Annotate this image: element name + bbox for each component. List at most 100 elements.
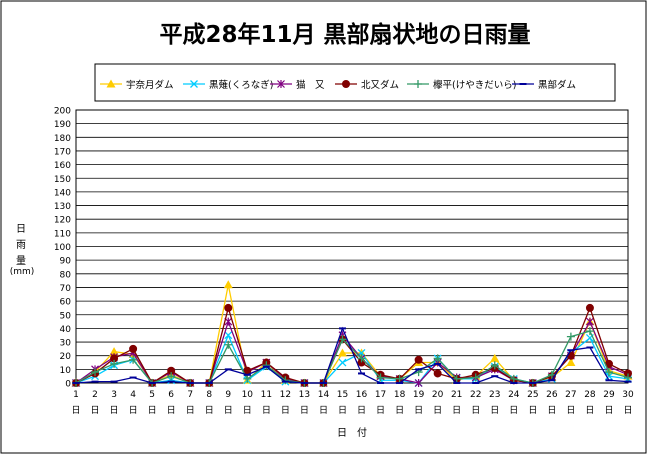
- y-tick-label: 60: [60, 298, 72, 308]
- x-tick-label: 21: [451, 390, 462, 400]
- data-point: [624, 369, 632, 378]
- data-point: [586, 317, 594, 326]
- x-tick-suffix: 日: [490, 405, 499, 416]
- x-tick-label: 19: [413, 390, 425, 400]
- x-tick-label: 7: [187, 390, 193, 400]
- data-point: [223, 280, 233, 289]
- data-point: [566, 332, 575, 341]
- x-tick-suffix: 日: [376, 405, 385, 416]
- legend: 宇奈月ダム 黒薙(くろなぎ) 猫 又 北又ダム 欅平(けやきだいら) 黒部ダム: [94, 63, 616, 102]
- series-group: [71, 280, 633, 387]
- x-tick-suffix: 日: [604, 405, 613, 416]
- x-tick-suffix: 日: [129, 405, 138, 416]
- data-point: [433, 354, 442, 363]
- x-tick-label: 1: [73, 390, 79, 400]
- x-tick-label: 25: [527, 390, 538, 400]
- x-tick-suffix: 日: [91, 405, 100, 416]
- x-tick-suffix: 日: [243, 405, 252, 416]
- x-tick-label: 30: [622, 390, 634, 400]
- x-tick-suffix: 日: [433, 405, 442, 416]
- x-tick-label: 6: [168, 390, 174, 400]
- x-tick-suffix: 日: [167, 405, 176, 416]
- data-point: [357, 354, 366, 363]
- legend-marker: [106, 79, 116, 88]
- data-point: [167, 372, 176, 381]
- x-tick-suffix: 日: [186, 405, 195, 416]
- y-tick-label: 100: [54, 243, 71, 253]
- legend-item: 宇奈月ダム: [100, 79, 174, 91]
- y-tick-label: 190: [54, 120, 71, 130]
- x-tick-label: 4: [130, 390, 136, 400]
- y-tick-label: 160: [54, 161, 71, 171]
- data-point: [509, 374, 518, 383]
- x-tick-suffix: 日: [300, 405, 309, 416]
- data-point: [337, 348, 347, 357]
- x-tick-label: 11: [261, 390, 272, 400]
- x-tick-label: 29: [603, 390, 615, 400]
- x-tick-label: 17: [375, 390, 386, 400]
- x-tick-label: 23: [489, 390, 500, 400]
- x-tick-label: 8: [206, 390, 212, 400]
- series-6: [72, 326, 632, 384]
- x-tick-label: 3: [111, 390, 117, 400]
- data-point: [262, 361, 271, 370]
- y-tick-label: 40: [60, 325, 72, 335]
- legend-marker: [342, 80, 350, 88]
- x-tick-label: 9: [225, 390, 231, 400]
- x-tick-suffix: 日: [262, 405, 271, 416]
- y-tick-label: 70: [60, 284, 72, 294]
- x-axis: 1日2日3日4日5日6日7日8日9日10日11日12日13日14日15日16日1…: [71, 390, 634, 416]
- x-tick-suffix: 日: [547, 405, 556, 416]
- series-5: [72, 327, 632, 387]
- x-tick-label: 28: [584, 390, 596, 400]
- data-point: [167, 366, 176, 375]
- y-tick-label: 0: [65, 380, 71, 390]
- legend-item: 黒部ダム: [512, 79, 576, 91]
- data-point: [129, 344, 138, 353]
- x-tick-label: 20: [432, 390, 444, 400]
- data-point: [224, 303, 233, 312]
- data-point: [433, 369, 442, 378]
- y-tick-label: 20: [60, 352, 72, 362]
- data-point: [338, 335, 347, 344]
- y-tick-label: 50: [60, 311, 72, 321]
- x-tick-label: 10: [242, 390, 254, 400]
- x-tick-label: 26: [546, 390, 558, 400]
- x-tick-suffix: 日: [414, 405, 423, 416]
- data-point: [224, 340, 233, 349]
- chart-title: 平成28年11月 黒部扇状地の日雨量: [159, 21, 530, 48]
- x-tick-label: 15: [337, 390, 348, 400]
- data-point: [490, 361, 499, 370]
- x-tick-suffix: 日: [395, 405, 404, 416]
- y-tick-label: 130: [54, 202, 71, 212]
- data-point: [604, 359, 613, 368]
- data-point: [471, 373, 480, 382]
- x-tick-suffix: 日: [452, 405, 461, 416]
- data-point: [624, 373, 632, 382]
- x-tick-label: 12: [280, 390, 291, 400]
- y-tick-label: 170: [54, 147, 71, 157]
- y-tick-label: 120: [54, 216, 71, 226]
- data-point: [605, 372, 613, 381]
- legend-label: 黒薙(くろなぎ): [209, 79, 273, 91]
- x-tick-label: 16: [356, 390, 368, 400]
- data-point: [109, 347, 119, 356]
- data-point: [585, 303, 594, 312]
- y-tick-label: 180: [54, 134, 71, 144]
- data-point: [376, 373, 385, 382]
- x-tick-suffix: 日: [509, 405, 518, 416]
- data-point: [129, 355, 138, 364]
- x-tick-suffix: 日: [528, 405, 537, 416]
- data-point: [243, 374, 252, 383]
- y-tick-label: 10: [60, 366, 72, 376]
- x-tick-suffix: 日: [357, 405, 366, 416]
- x-tick-suffix: 日: [110, 405, 119, 416]
- data-point: [243, 366, 252, 375]
- y-axis-unit: (mm): [10, 267, 35, 277]
- y-tick-label: 90: [60, 257, 72, 267]
- data-point: [452, 374, 461, 383]
- data-point: [110, 359, 119, 368]
- y-tick-label: 80: [60, 270, 72, 280]
- x-tick-suffix: 日: [71, 405, 80, 416]
